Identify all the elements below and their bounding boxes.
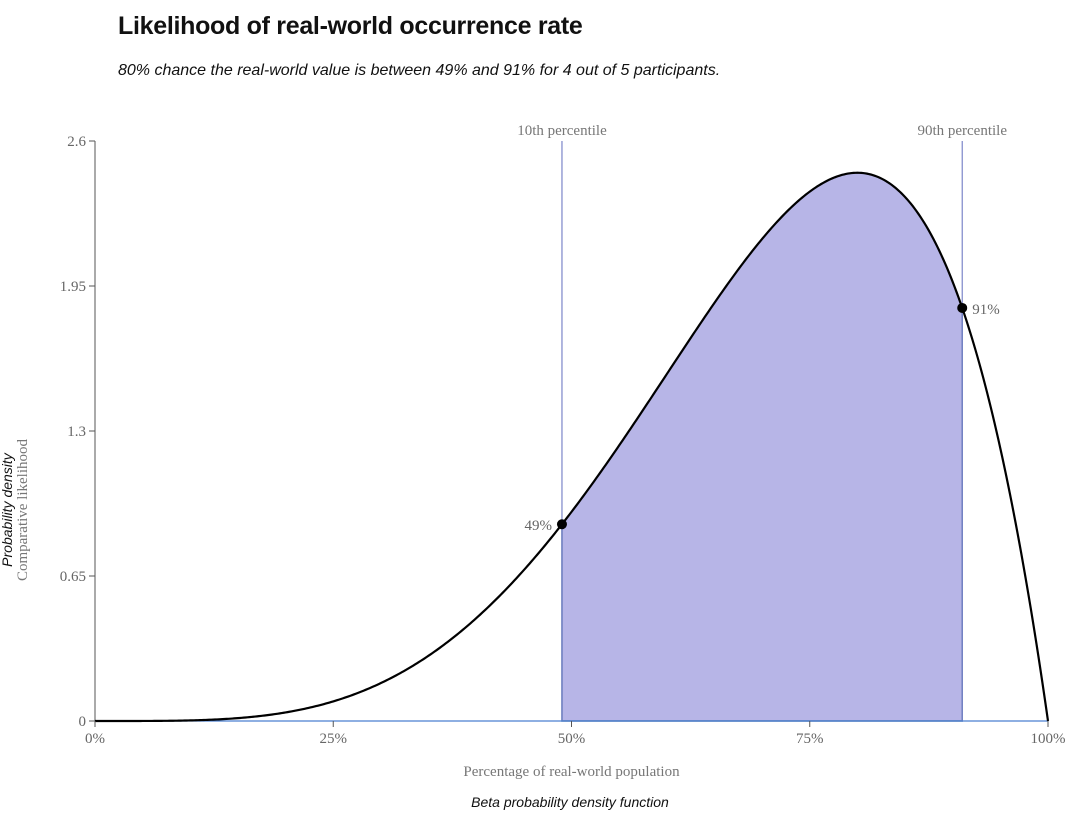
x-tick-label: 75%	[796, 731, 824, 747]
y-axis-title-secondary: Comparative likelihood	[15, 438, 31, 581]
density-curve	[95, 171, 1050, 723]
x-tick-label: 0%	[85, 731, 105, 747]
shaded-interval-area	[561, 172, 963, 722]
chart-title: Likelihood of real-world occurrence rate	[118, 12, 583, 40]
y-tick-label: 0	[79, 714, 87, 730]
y-tick-label: 1.95	[60, 279, 86, 295]
x-tick-label: 25%	[320, 731, 348, 747]
chart-subtitle: 80% chance the real-world value is betwe…	[118, 62, 721, 79]
x-tick-label: 50%	[558, 731, 586, 747]
percentile-point-label-1: 49%	[524, 518, 552, 534]
percentile-point-label-2: 91%	[972, 302, 1000, 318]
percentile-label-2: 90th percentile	[917, 123, 1007, 139]
y-tick-label: 0.65	[60, 569, 86, 585]
x-tick-label: 100%	[1031, 731, 1066, 747]
percentile-point-1	[556, 519, 567, 530]
percentile-point-2	[957, 302, 968, 313]
y-tick-label: 1.3	[67, 424, 86, 440]
chart-caption: Beta probability density function	[471, 794, 669, 810]
y-tick-label: 2.6	[67, 134, 86, 150]
x-axis-title: Percentage of real-world population	[463, 764, 680, 780]
y-axis-title-primary: Probability density	[0, 452, 15, 567]
percentile-label-1: 10th percentile	[517, 123, 607, 139]
